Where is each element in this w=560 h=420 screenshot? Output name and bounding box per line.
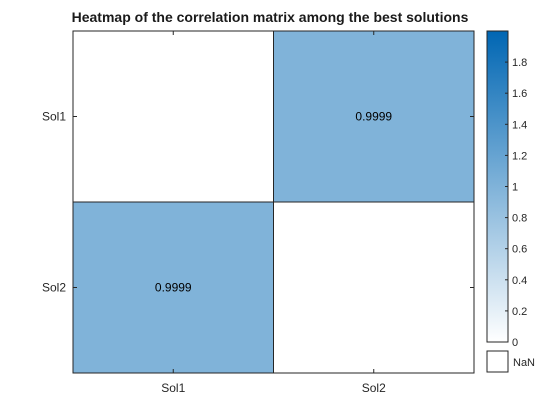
colorbar-tick-label: 0.8 [512,213,527,225]
colorbar-tick-label: 1.8 [512,57,527,69]
colorbar-tick-label: 0.2 [512,306,527,318]
colorbar-ticks: 0 0.2 0.4 0.6 0.8 1 1.2 1.4 1.6 1.8 [505,57,527,349]
colorbar-tick-label: 1.2 [512,150,527,162]
cell-value-label: 0.9999 [355,110,392,124]
x-axis-labels: Sol1 Sol2 [161,31,386,395]
nan-swatch [486,350,509,373]
y-tick-label: Sol1 [42,110,66,124]
colorbar-tick-label: 0 [512,337,518,349]
y-axis-labels: Sol1 Sol2 [42,110,474,295]
x-tick-label: Sol2 [362,381,386,395]
x-tick-label: Sol1 [161,381,185,395]
heatmap-cell [72,30,274,203]
colorbar-tick-label: 1.6 [512,88,527,100]
heatmap-cell [273,201,475,374]
colorbar-tick-label: 1 [512,182,518,194]
colorbar-tick-label: 1.4 [512,119,527,131]
heatmap-cells: 0.9999 0.9999 [72,30,475,374]
colorbar-tick-label: 0.6 [512,244,527,256]
colorbar-tick-label: 0.4 [512,275,527,287]
y-tick-label: Sol2 [42,281,66,295]
colorbar [486,30,509,343]
chart-title: Heatmap of the correlation matrix among … [71,9,469,25]
nan-label: NaN [513,357,535,369]
colorbar-gradient [486,30,509,343]
heatmap-cell [72,201,274,374]
plot-frame [72,30,475,374]
cell-value-label: 0.9999 [155,281,192,295]
